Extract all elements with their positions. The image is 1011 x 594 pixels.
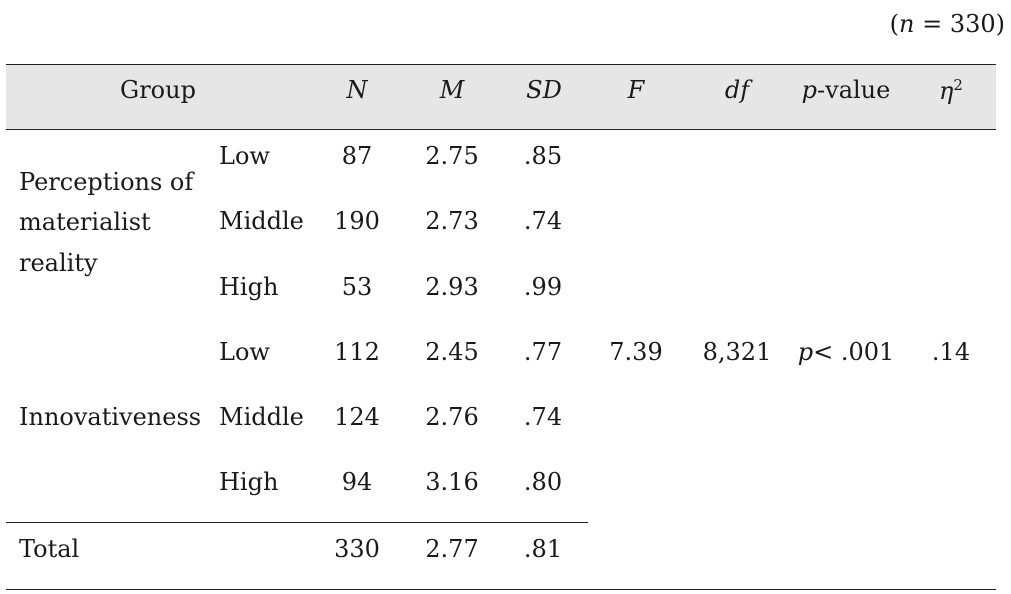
header-sd: SD <box>526 76 562 104</box>
header-n: N <box>346 76 368 104</box>
header-m: M <box>439 76 465 104</box>
header-eta-symbol: η <box>939 77 954 105</box>
row-sd: .74 <box>523 207 563 235</box>
table-top-rule <box>6 64 996 65</box>
note-n-symbol: n <box>898 10 915 38</box>
row-level: High <box>219 468 279 496</box>
row-n: 124 <box>334 403 380 431</box>
row-m: 2.93 <box>425 273 479 301</box>
stat-df-value: 8,321 <box>702 338 772 366</box>
row-m: 2.45 <box>425 338 479 366</box>
stat-eta-value: .14 <box>931 338 971 366</box>
total-label: Total <box>19 535 80 563</box>
group-label-innovativeness: Innovativeness <box>19 403 202 431</box>
group-label-perceptions-line-1: Perceptions of <box>19 168 194 196</box>
row-n: 53 <box>341 273 373 301</box>
header-p-suffix: -value <box>817 76 891 104</box>
header-df: df <box>724 76 750 104</box>
stat-p-symbol: p <box>797 338 814 366</box>
table-header-rule <box>6 129 996 130</box>
header-eta-superscript: 2 <box>953 76 963 94</box>
row-sd: .74 <box>523 403 563 431</box>
row-sd: .80 <box>523 468 563 496</box>
header-group: Group <box>120 76 196 104</box>
total-n: 330 <box>334 535 380 563</box>
total-sd: .81 <box>523 535 563 563</box>
row-sd: .85 <box>523 142 563 170</box>
stat-f-value: 7.39 <box>609 338 663 366</box>
note-n-value: = 330) <box>914 10 1005 38</box>
row-sd: .99 <box>523 273 563 301</box>
header-p-value: p-value <box>802 76 891 104</box>
header-p-symbol: p <box>801 76 818 104</box>
stat-p-value: p< .001 <box>798 338 895 366</box>
group-label-perceptions-line-3: reality <box>19 249 98 277</box>
table-bottom-rule <box>6 589 996 590</box>
row-m: 3.16 <box>425 468 479 496</box>
row-n: 190 <box>334 207 380 235</box>
row-m: 2.76 <box>425 403 479 431</box>
group-label-perceptions-line-2: materialist <box>19 208 151 236</box>
row-level: Middle <box>219 403 304 431</box>
row-m: 2.75 <box>425 142 479 170</box>
row-level: Middle <box>219 207 304 235</box>
total-m: 2.77 <box>425 535 479 563</box>
row-n: 94 <box>341 468 373 496</box>
header-eta-squared: η2 <box>939 76 963 105</box>
stat-p-text: < .001 <box>813 338 895 366</box>
row-level: High <box>219 273 279 301</box>
table-header-background <box>6 65 996 129</box>
row-m: 2.73 <box>425 207 479 235</box>
row-n: 112 <box>334 338 380 366</box>
header-f: F <box>627 76 645 104</box>
row-n: 87 <box>341 142 373 170</box>
sample-size-note: (n = 330) <box>890 10 1005 38</box>
row-level: Low <box>219 338 270 366</box>
row-level: Low <box>219 142 270 170</box>
table-total-rule <box>6 522 588 523</box>
note-open-paren: ( <box>889 10 899 38</box>
row-sd: .77 <box>523 338 563 366</box>
